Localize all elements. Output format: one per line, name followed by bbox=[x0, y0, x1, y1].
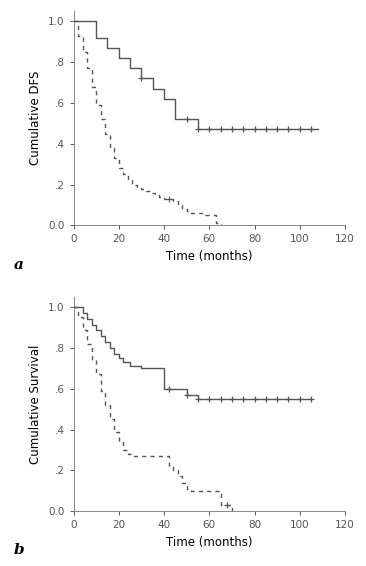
X-axis label: Time (months): Time (months) bbox=[166, 250, 253, 263]
Y-axis label: Cumulative DFS: Cumulative DFS bbox=[29, 71, 42, 165]
Y-axis label: Cumulative Survival: Cumulative Survival bbox=[29, 344, 42, 464]
X-axis label: Time (months): Time (months) bbox=[166, 536, 253, 549]
Text: b: b bbox=[14, 543, 25, 558]
Text: a: a bbox=[14, 258, 24, 272]
